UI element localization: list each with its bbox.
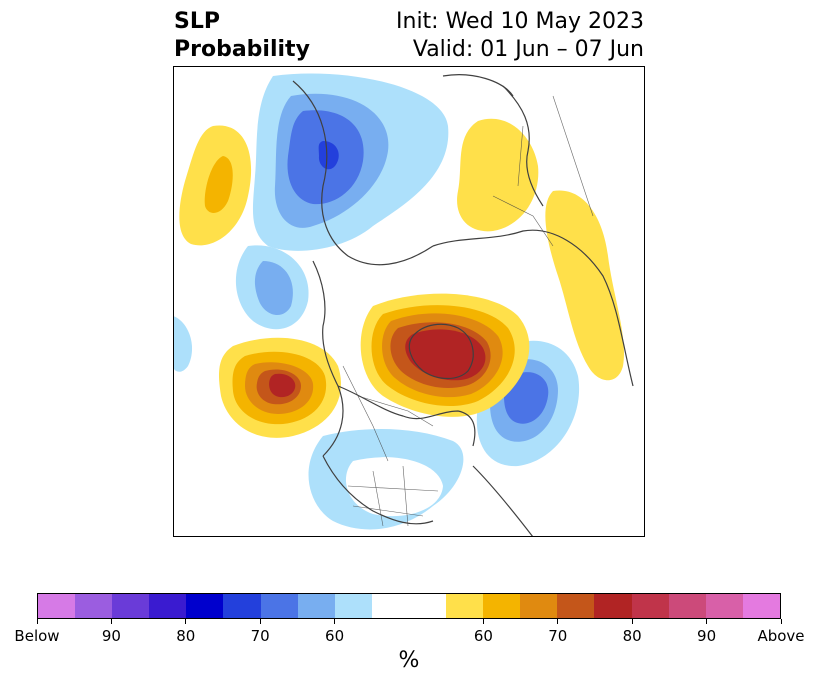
colorbar-tick-label: 60 [473,627,493,645]
colorbar-swatch [223,594,261,618]
colorbar-tick-label: 70 [250,627,270,645]
colorbar-swatch [75,594,113,618]
colorbar-tickmark [259,619,261,624]
below-siberia [252,73,449,251]
above-europe [457,118,625,381]
colorbar-tick-label: Above [757,627,805,645]
colorbar-swatch [483,594,521,618]
colorbar-swatch [149,594,187,618]
above-greenland [360,293,530,417]
colorbar-swatch [371,594,409,618]
title-type: Probability [174,37,310,62]
colorbar-swatch [38,594,76,618]
colorbar-swatch [594,594,632,618]
colorbar-swatch [742,594,780,618]
title-right: Init: Wed 10 May 2023 Valid: 01 Jun – 07… [396,8,644,64]
above-pacific [179,125,252,246]
init-date: Init: Wed 10 May 2023 [396,9,644,34]
above-gulf-alaska [218,337,341,438]
colorbar-swatch [334,594,372,618]
colorbar-tick-label: Below [14,627,60,645]
colorbar-tickmark [631,619,633,624]
colorbar-tick-label: 80 [176,627,196,645]
colorbar-tick-label: 60 [325,627,345,645]
below-us [308,429,464,530]
colorbar-tickmark [334,619,336,624]
title-left: SLP Probability [174,8,310,64]
colorbar-swatch [668,594,706,618]
colorbar-swatch [631,594,669,618]
coastlines [292,74,634,537]
probability-map [173,66,645,537]
valid-range: Valid: 01 Jun – 07 Jun [412,37,644,62]
colorbar-tickmark [780,619,782,624]
political-borders [342,95,594,527]
colorbar-tick-label: 90 [697,627,717,645]
below-bering [173,245,309,372]
colorbar-tickmark [36,619,38,624]
colorbar-swatch [297,594,335,618]
colorbar-swatch [446,594,484,618]
colorbar-unit-label: % [398,648,420,673]
colorbar-tick-label: 90 [101,627,121,645]
colorbar-tick-label: 70 [548,627,568,645]
colorbar-tickmark [185,619,187,624]
colorbar-swatch [260,594,298,618]
colorbar-swatch [186,594,224,618]
colorbar-swatch [557,594,595,618]
colorbar [37,593,781,619]
colorbar-swatch [705,594,743,618]
colorbar-swatch [408,594,447,618]
title-variable: SLP [174,9,220,34]
colorbar-tickmark [482,619,484,624]
colorbar-tickmark [110,619,112,624]
colorbar-tick-label: 80 [622,627,642,645]
colorbar-tickmark [557,619,559,624]
colorbar-swatch [112,594,150,618]
colorbar-swatch [520,594,558,618]
colorbar-tickmark [706,619,708,624]
